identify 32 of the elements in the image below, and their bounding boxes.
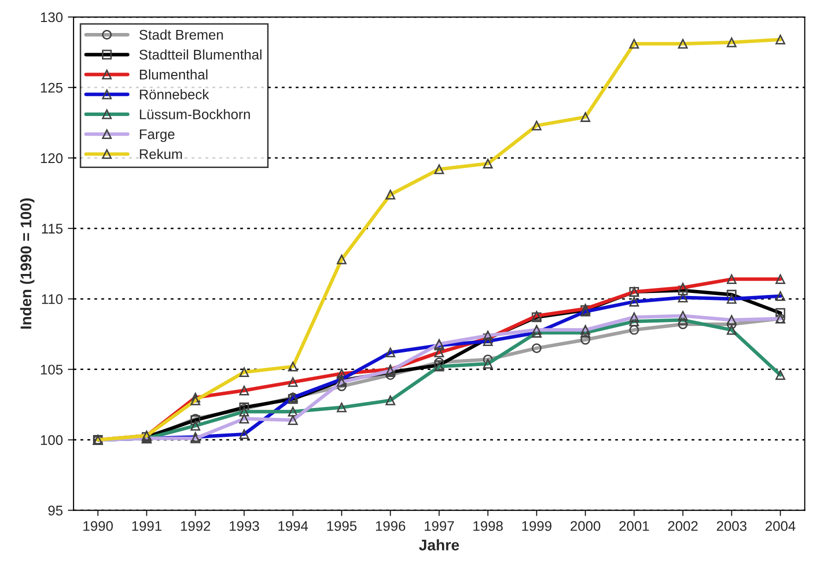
- x-axis-title: Jahre: [418, 539, 459, 550]
- x-tick-label: 1994: [278, 521, 308, 531]
- y-axis-title: Inden (1990 = 100): [20, 198, 34, 329]
- y-tick-label: 125: [41, 82, 63, 93]
- x-tick-label: 2004: [766, 521, 796, 531]
- x-tick-label: 1996: [376, 521, 406, 531]
- x-tick-label: 1998: [473, 521, 503, 531]
- legend-label: Stadt Bremen: [139, 30, 223, 40]
- x-tick-label: 1995: [327, 521, 357, 531]
- y-tick-label: 110: [42, 294, 63, 304]
- y-tick-label: 95: [48, 506, 63, 516]
- y-tick-label: 105: [41, 364, 63, 375]
- legend-label: Farge: [140, 129, 174, 142]
- x-tick-label: 1999: [522, 521, 552, 531]
- x-tick-label: 1991: [132, 521, 162, 531]
- x-tick-label: 1992: [181, 521, 210, 531]
- legend-label: Blumenthal: [140, 69, 208, 80]
- legend-label: Rekum: [140, 148, 182, 160]
- x-tick-label: 1997: [424, 521, 454, 531]
- x-tick-label: 2003: [716, 521, 746, 531]
- x-tick-label: 1990: [84, 521, 113, 531]
- y-tick-label: 100: [41, 435, 63, 445]
- x-tick-label: 2002: [668, 521, 698, 531]
- y-tick-label: 130: [41, 12, 63, 22]
- legend-label: Rönnebeck: [140, 89, 210, 100]
- x-tick-label: 2000: [570, 521, 600, 531]
- legend-label: Stadtteil Blumenthal: [139, 49, 262, 60]
- x-tick-label: 1993: [230, 521, 259, 531]
- legend-label: Lüssum-Bockhorn: [140, 109, 250, 120]
- x-tick-label: 2001: [619, 521, 649, 531]
- y-tick-label: 115: [42, 224, 63, 234]
- y-tick-label: 120: [41, 153, 63, 164]
